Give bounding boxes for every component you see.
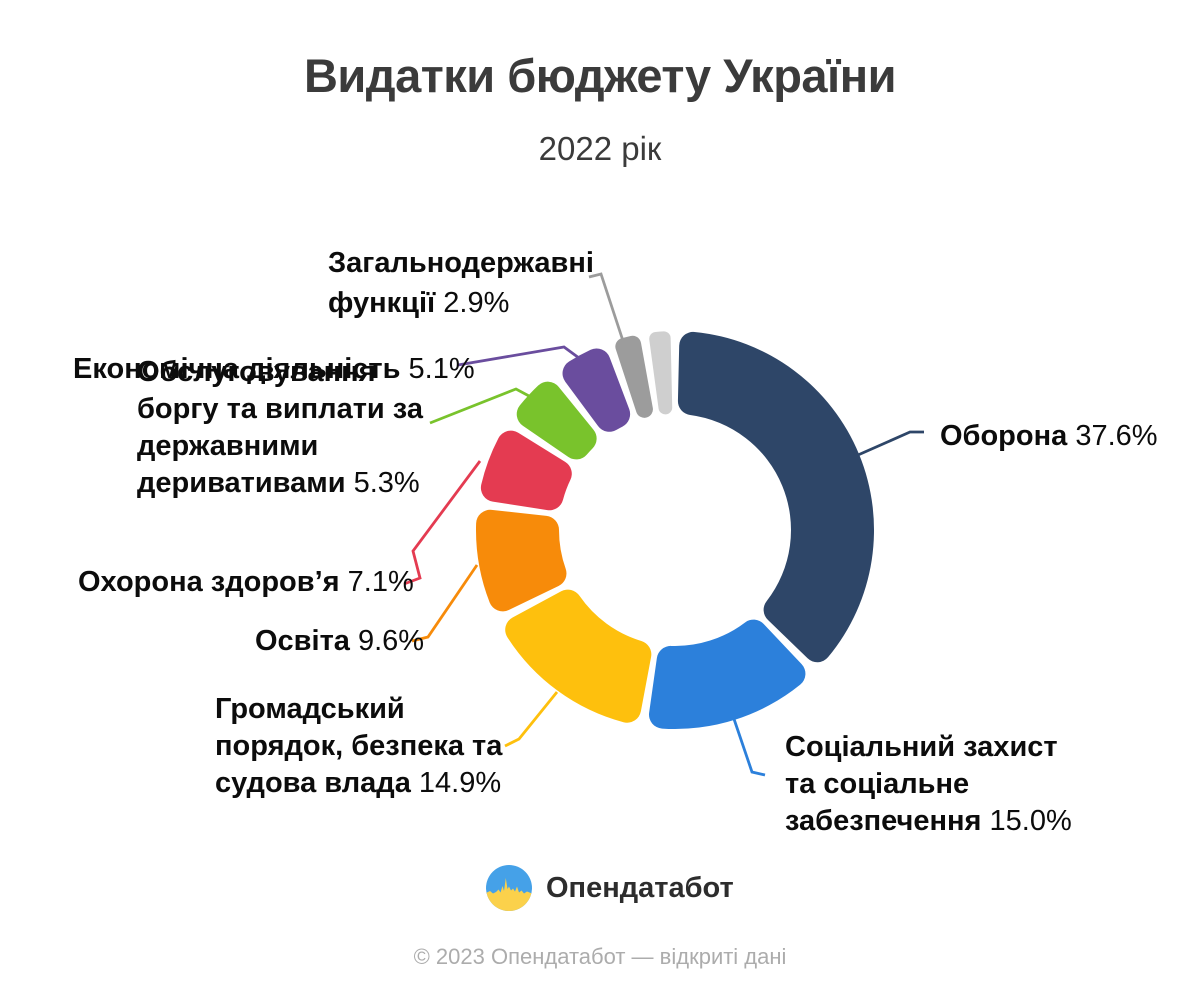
label-line: боргу та виплати за [137, 393, 423, 425]
label-sotsialnyi-zakhyst: Соціальний захист та соціальне забезпече… [785, 729, 1072, 840]
donut-segment-ekonomichna [562, 348, 631, 432]
label-line: Соціальний захист [785, 731, 1058, 763]
donut-segment-other [649, 331, 673, 415]
label-line: та соціальне [785, 768, 970, 800]
label-oborona: Оборона 37.6% [940, 418, 1158, 455]
label-line: Оборона 37.6% [940, 420, 1158, 452]
donut-segment-hromadskyi [505, 589, 652, 723]
donut-segment-zahalnoderzhavni [615, 335, 653, 418]
callout-line-oborona [857, 430, 924, 457]
label-hromadskyi-poriadok: Громадський порядок, безпека та судова в… [215, 691, 502, 802]
label-line: Обслуговування [137, 356, 376, 388]
label-osvita: Освіта 9.6% [255, 623, 424, 660]
label-line: забезпечення 15.0% [785, 805, 1072, 837]
label-line: порядок, безпека та [215, 730, 503, 762]
callout-line-okhorona [403, 460, 482, 586]
opendatabot-logo: Опендатабот [486, 865, 734, 911]
callout-line-osvita [411, 564, 479, 643]
label-line: функції 2.9% [328, 287, 510, 319]
callout-line-sotsialnyi [732, 718, 766, 777]
donut-segment-osvita [475, 509, 567, 612]
label-ekonomichna-diialnist: Економічна діяльність 5.1% [73, 351, 475, 388]
label-zahalnoderzhavni-funktsii: Загальнодержавні функції 2.9% [328, 243, 594, 323]
donut-segment-okhorona [480, 430, 572, 511]
callout-line-zahalnoderzhavni [588, 272, 628, 351]
label-line: Громадський [215, 693, 405, 725]
label-line: державними [137, 430, 319, 462]
page-title: Видатки бюджету України [303, 49, 897, 102]
callout-line-obsluhovuvannia [429, 387, 530, 425]
donut-segment-obsluhovuvannia [516, 381, 597, 460]
label-obsluhovuvannia-borhu: Обслуговування боргу та виплати за держа… [137, 354, 423, 502]
donut-segment-sotsialnyi [649, 619, 806, 729]
label-okhorona-zdorovia: Охорона здоров’я 7.1% [78, 564, 414, 601]
callout-line-ekonomichna [457, 345, 580, 367]
logo-text: Опендатабот [546, 871, 734, 904]
label-line: Освіта 9.6% [255, 625, 425, 657]
opendatabot-logo-icon [486, 865, 532, 911]
label-line: Загальнодержавні [328, 247, 594, 279]
label-line: деривативами 5.3% [137, 467, 420, 499]
footer-copyright: © 2023 Опендатабот — відкриті дані [413, 944, 787, 969]
donut-segment-oborona [677, 331, 875, 663]
label-line: Економічна діяльність 5.1% [73, 353, 475, 385]
callout-line-hromadskyi [504, 691, 559, 748]
label-line: судова влада 14.9% [215, 767, 502, 799]
page-subtitle: 2022 рік [538, 130, 662, 167]
label-line: Охорона здоров’я 7.1% [78, 566, 414, 598]
